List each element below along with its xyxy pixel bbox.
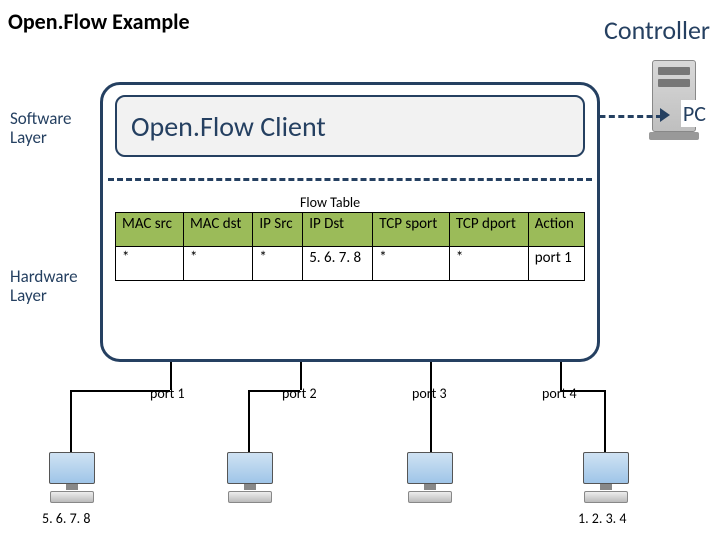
td-tcp-sport: * xyxy=(373,247,450,281)
host-1-icon xyxy=(42,452,102,503)
hardware-layer-label: Hardware Layer xyxy=(10,268,90,305)
th-action: Action xyxy=(528,213,584,247)
wire-2v xyxy=(248,390,250,452)
host-1-ip: 5. 6. 7. 8 xyxy=(42,510,90,527)
host-4-icon xyxy=(576,452,636,503)
td-ip-dst: 5. 6. 7. 8 xyxy=(303,247,373,281)
td-tcp-dport: * xyxy=(449,247,528,281)
flow-table-label: Flow Table xyxy=(300,194,360,211)
td-ip-src: * xyxy=(253,247,303,281)
table-row: * * * 5. 6. 7. 8 * * port 1 xyxy=(116,247,585,281)
host-4-ip: 1. 2. 3. 4 xyxy=(578,510,626,527)
wire-4v xyxy=(604,390,606,452)
table-header-row: MAC src MAC dst IP Src IP Dst TCP sport … xyxy=(116,213,585,247)
wire-2h xyxy=(248,390,300,392)
controller-label: Controller xyxy=(604,14,710,46)
host-2-icon xyxy=(220,452,280,503)
td-action: port 1 xyxy=(528,247,584,281)
controller-link xyxy=(590,115,662,118)
td-mac-dst: * xyxy=(183,247,252,281)
wire-3v xyxy=(430,390,432,452)
th-tcp-sport: TCP sport xyxy=(373,213,450,247)
software-layer-label: Software Layer xyxy=(10,110,90,147)
openflow-client-text: Open.Flow Client xyxy=(131,109,326,144)
th-mac-src: MAC src xyxy=(116,213,184,247)
port-1-label: port 1 xyxy=(150,385,185,402)
th-mac-dst: MAC dst xyxy=(183,213,252,247)
th-ip-src: IP Src xyxy=(253,213,303,247)
arrow-right-icon xyxy=(660,108,670,122)
port-4-label: port 4 xyxy=(542,385,577,402)
th-tcp-dport: TCP dport xyxy=(449,213,528,247)
layer-divider xyxy=(108,178,592,181)
openflow-client-box: Open.Flow Client xyxy=(115,95,585,157)
th-ip-dst: IP Dst xyxy=(303,213,373,247)
wire-1h xyxy=(70,390,170,392)
host-3-icon xyxy=(400,452,460,503)
flow-table: MAC src MAC dst IP Src IP Dst TCP sport … xyxy=(115,212,585,281)
page-title: Open.Flow Example xyxy=(8,8,190,35)
wire-4h xyxy=(560,390,606,392)
wire-1v xyxy=(70,390,72,452)
td-mac-src: * xyxy=(116,247,184,281)
pc-label: PC xyxy=(681,100,708,127)
port-2-label: port 2 xyxy=(282,385,317,402)
